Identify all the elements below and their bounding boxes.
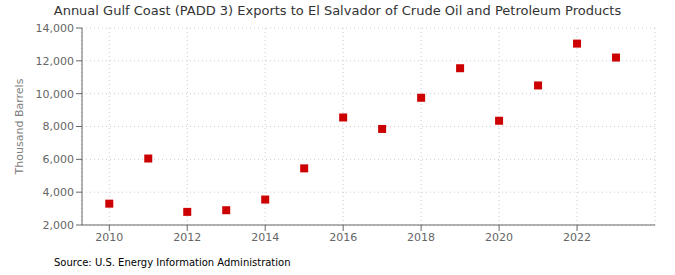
svg-text:6,000: 6,000: [43, 153, 75, 166]
svg-text:2018: 2018: [407, 231, 435, 244]
svg-text:2016: 2016: [329, 231, 357, 244]
svg-text:2014: 2014: [251, 231, 279, 244]
svg-text:12,000: 12,000: [36, 55, 75, 68]
svg-text:4,000: 4,000: [43, 186, 75, 199]
svg-text:2012: 2012: [173, 231, 201, 244]
svg-text:2,000: 2,000: [43, 219, 75, 232]
html-text:Source: U.S. Energy Informatio: Source: U.S. Energy Information Administ…: [54, 257, 291, 268]
svg-text:8,000: 8,000: [43, 120, 75, 133]
svg-text:Thousand Barrels: Thousand Barrels: [13, 78, 26, 175]
svg-text:14,000: 14,000: [36, 22, 75, 35]
svg-text:2022: 2022: [563, 231, 591, 244]
svg-text:2010: 2010: [95, 231, 123, 244]
svg-text:2020: 2020: [485, 231, 513, 244]
svg-text:10,000: 10,000: [36, 88, 75, 101]
html-text:Annual Gulf Coast (PADD 3) Exp: Annual Gulf Coast (PADD 3) Exports to El…: [53, 3, 622, 18]
